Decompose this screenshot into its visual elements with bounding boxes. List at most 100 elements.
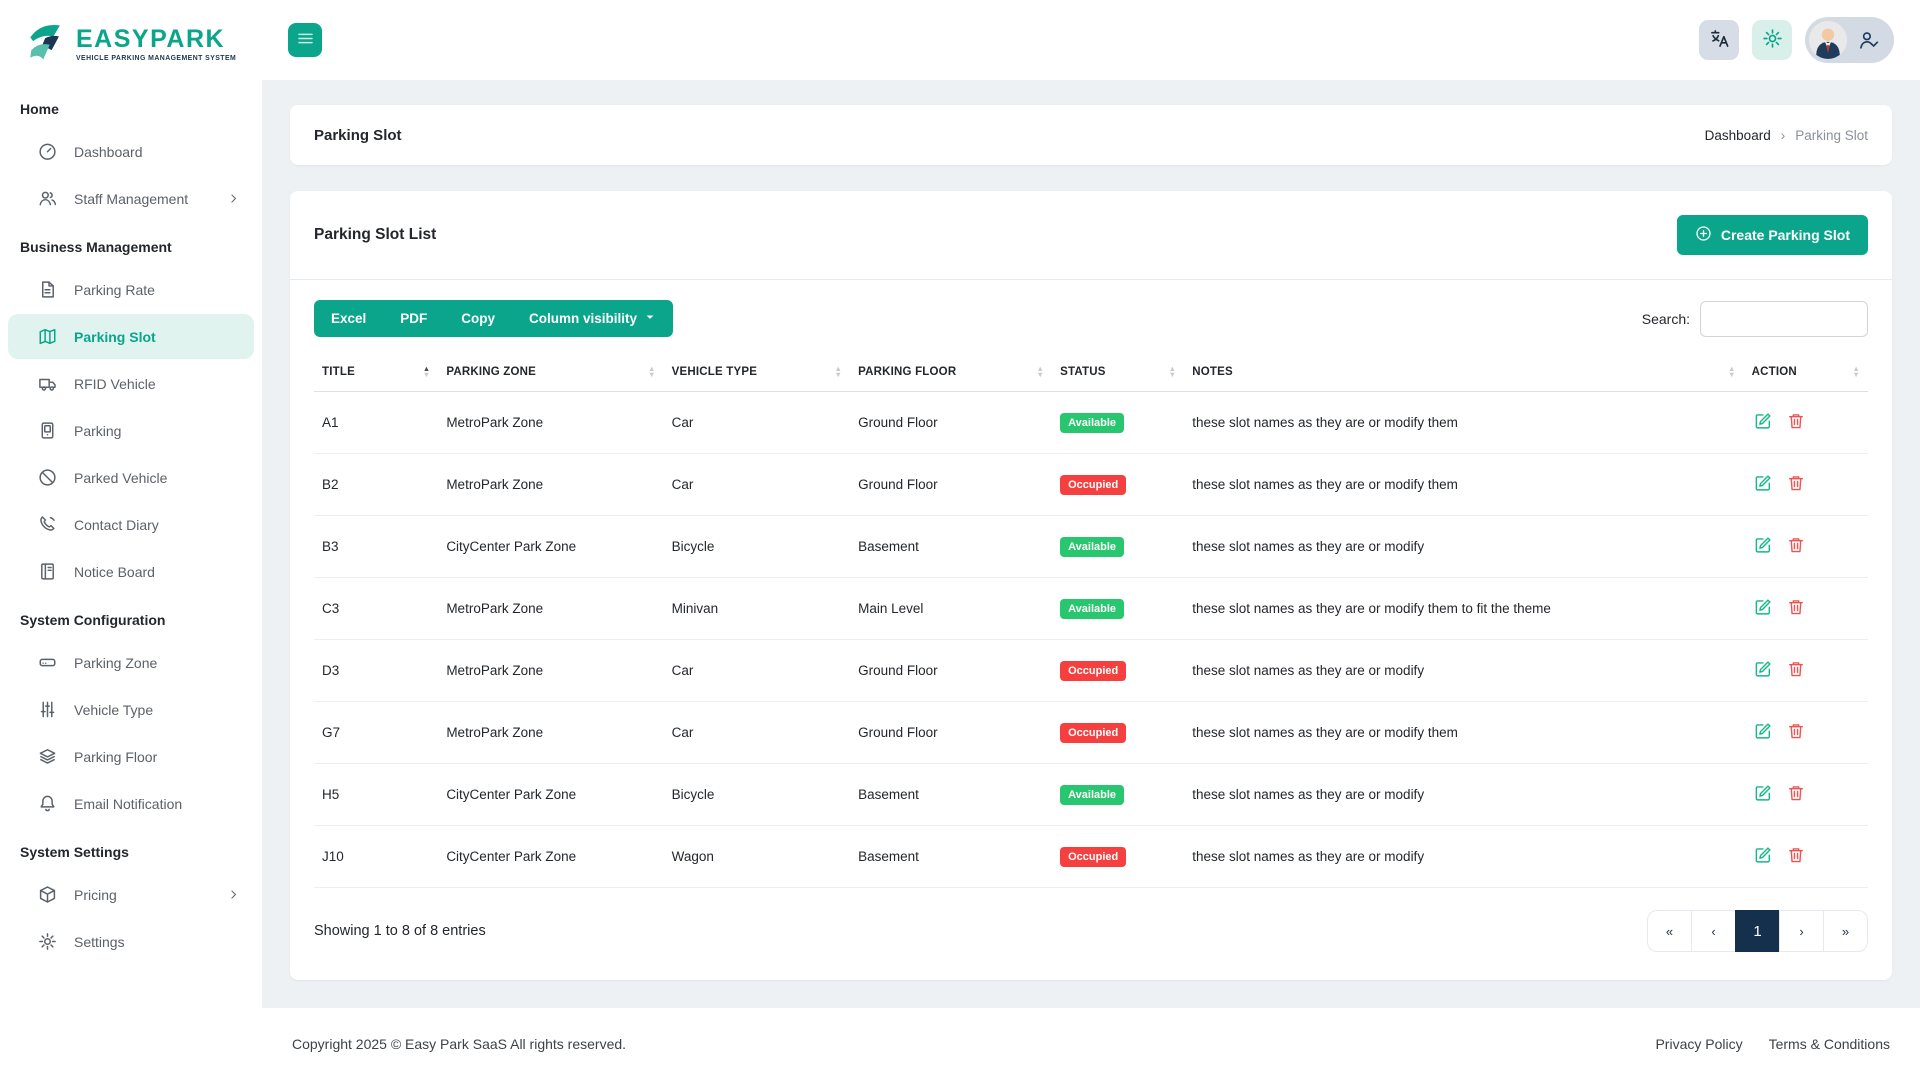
status-badge: Available	[1060, 598, 1125, 619]
breadcrumb-separator-icon: ›	[1780, 127, 1786, 143]
gear-icon	[38, 932, 57, 951]
column-visibility-label: Column visibility	[529, 311, 638, 326]
edit-button[interactable]	[1752, 534, 1774, 559]
cell-title: J10	[314, 825, 439, 888]
column-header-notes[interactable]: NOTES ▲ ▼	[1184, 353, 1744, 392]
delete-button[interactable]	[1785, 410, 1807, 435]
delete-button[interactable]	[1785, 720, 1807, 745]
sidebar-item-parking-slot[interactable]: Parking Slot	[8, 314, 254, 359]
sidebar-item-label: Parking Rate	[74, 281, 155, 298]
pdf-button[interactable]: PDF	[383, 300, 444, 337]
sidebar-item-rfid-vehicle[interactable]: RFID Vehicle	[8, 361, 254, 406]
brand-tagline: VEHICLE PARKING MANAGEMENT SYSTEM	[76, 55, 237, 62]
breadcrumb: Dashboard › Parking Slot	[1705, 128, 1868, 143]
sidebar-item-pricing[interactable]: Pricing	[8, 872, 254, 917]
sidebar-item-label: Settings	[74, 933, 125, 950]
column-header-vehicle-type[interactable]: VEHICLE TYPE ▲ ▼	[663, 353, 851, 392]
column-header-status[interactable]: STATUS ▲ ▼	[1052, 353, 1185, 392]
sidebar-item-parking-zone[interactable]: Parking Zone	[8, 640, 254, 685]
user-menu[interactable]	[1805, 17, 1894, 63]
sidebar-item-dashboard[interactable]: Dashboard	[8, 129, 254, 174]
sidebar-item-parking-rate[interactable]: Parking Rate	[8, 267, 254, 312]
language-button[interactable]	[1699, 20, 1739, 60]
privacy-policy-link[interactable]: Privacy Policy	[1655, 1036, 1743, 1052]
column-header-parking-floor[interactable]: PARKING FLOOR ▲ ▼	[850, 353, 1053, 392]
edit-button[interactable]	[1752, 596, 1774, 621]
edit-button[interactable]	[1752, 844, 1774, 869]
column-header-action[interactable]: ACTION ▲ ▼	[1743, 353, 1868, 392]
sidebar-item-label: Vehicle Type	[74, 701, 154, 718]
notice-board-icon	[38, 562, 57, 581]
sidebar-item-contact-diary[interactable]: Contact Diary	[8, 502, 254, 547]
terms-conditions-link[interactable]: Terms & Conditions	[1768, 1036, 1890, 1052]
cell-parking-floor: Ground Floor	[850, 391, 1053, 454]
delete-button[interactable]	[1785, 534, 1807, 559]
cell-parking-floor: Ground Floor	[850, 639, 1053, 702]
column-header-title[interactable]: TITLE ▲ ▼	[314, 353, 439, 392]
prev-page-button[interactable]: ‹	[1691, 910, 1736, 952]
delete-button[interactable]	[1785, 596, 1807, 621]
edit-button[interactable]	[1752, 720, 1774, 745]
content-area: Parking Slot Dashboard › Parking Slot Pa…	[262, 80, 1920, 1008]
column-header-parking-zone[interactable]: PARKING ZONE ▲ ▼	[438, 353, 664, 392]
brand-logo[interactable]: EASYPARK VEHICLE PARKING MANAGEMENT SYST…	[0, 8, 262, 85]
excel-button[interactable]: Excel	[314, 300, 383, 337]
cell-parking-floor: Ground Floor	[850, 453, 1053, 516]
sidebar-item-notice-board[interactable]: Notice Board	[8, 549, 254, 594]
edit-button[interactable]	[1752, 782, 1774, 807]
sidebar-item-staff-management[interactable]: Staff Management	[8, 176, 254, 221]
sliders-icon	[38, 700, 57, 719]
sort-arrows-icon: ▲ ▼	[1036, 364, 1045, 379]
sidebar-item-parking[interactable]: Parking	[8, 408, 254, 453]
search-label: Search:	[1641, 310, 1690, 327]
sidebar-heading-system-settings: System Settings	[20, 844, 129, 860]
file-text-icon	[38, 280, 57, 299]
delete-button[interactable]	[1785, 658, 1807, 683]
table-row: G7 MetroPark Zone Car Ground Floor Occupied t…	[314, 701, 1868, 764]
sidebar-toggle-button[interactable]	[288, 23, 322, 57]
last-page-button[interactable]: »	[1823, 910, 1868, 952]
edit-button[interactable]	[1752, 410, 1774, 435]
cell-action	[1743, 639, 1868, 702]
cell-vehicle-type: Minivan	[663, 577, 851, 640]
phone-icon	[38, 515, 57, 534]
cell-parking-zone: CityCenter Park Zone	[438, 515, 664, 578]
next-page-button[interactable]: ›	[1779, 910, 1824, 952]
delete-button[interactable]	[1785, 472, 1807, 497]
first-page-button[interactable]: «	[1647, 910, 1692, 952]
cell-vehicle-type: Bicycle	[663, 763, 851, 826]
sidebar-item-vehicle-type[interactable]: Vehicle Type	[8, 687, 254, 732]
settings-button[interactable]	[1752, 20, 1792, 60]
page-title: Parking Slot	[314, 126, 402, 144]
sort-arrows-icon: ▲ ▼	[648, 364, 656, 379]
cell-vehicle-type: Car	[663, 701, 851, 764]
search-input[interactable]	[1700, 300, 1868, 337]
cell-title: B3	[314, 515, 439, 578]
cell-parking-zone: MetroPark Zone	[438, 701, 664, 764]
sidebar-item-email-notification[interactable]: Email Notification	[8, 781, 254, 826]
edit-button[interactable]	[1752, 658, 1774, 683]
sidebar-item-parking-floor[interactable]: Parking Floor	[8, 734, 254, 779]
copy-button[interactable]: Copy	[444, 300, 512, 337]
table-head: TITLE ▲ ▼ PARKING ZONE ▲ ▼ VEHICLE TYPE ▲ ▼ PARKI…	[314, 353, 1868, 392]
cell-notes: these slot names as they are or modify t…	[1184, 453, 1744, 516]
cell-vehicle-type: Bicycle	[663, 515, 851, 578]
sidebar-heading-system-configuration: System Configuration	[20, 612, 166, 628]
cell-parking-zone: CityCenter Park Zone	[438, 763, 664, 826]
people-icon	[38, 189, 57, 208]
sidebar-item-settings[interactable]: Settings	[8, 919, 254, 964]
table-row: D3 MetroPark Zone Car Ground Floor Occupied t…	[314, 639, 1868, 702]
delete-button[interactable]	[1785, 782, 1807, 807]
create-parking-slot-button[interactable]: Create Parking Slot	[1676, 215, 1868, 255]
map-icon	[38, 327, 57, 346]
cell-title: G7	[314, 701, 439, 764]
breadcrumb-dashboard[interactable]: Dashboard	[1704, 127, 1771, 143]
cell-title: C3	[314, 577, 439, 640]
cell-status: Available	[1052, 515, 1185, 578]
sidebar-item-parked-vehicle[interactable]: Parked Vehicle	[8, 455, 254, 500]
edit-button[interactable]	[1752, 472, 1774, 497]
status-badge: Available	[1060, 412, 1125, 433]
delete-button[interactable]	[1785, 844, 1807, 869]
column-visibility-button[interactable]: Column visibility	[512, 300, 673, 337]
page-1-button[interactable]: 1	[1735, 910, 1780, 952]
